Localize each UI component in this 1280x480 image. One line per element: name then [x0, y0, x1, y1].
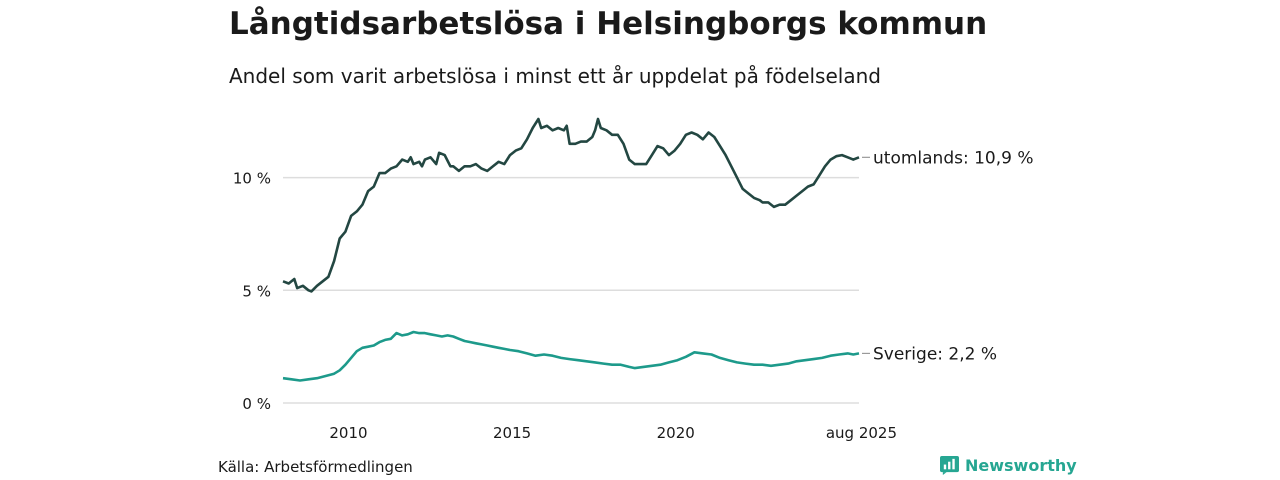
x-tick-label: 2015 — [493, 424, 531, 442]
end-label-utomlands: utomlands: 10,9 % — [873, 148, 1034, 168]
y-tick-label: 10 % — [233, 170, 271, 188]
series-line-utomlands — [282, 117, 860, 293]
x-tick-label: 2020 — [657, 424, 695, 442]
series-line-sverige — [282, 330, 860, 382]
y-tick-label: 5 % — [242, 282, 271, 300]
brand-name: Newsworthy — [965, 456, 1077, 475]
x-tick-label: 2010 — [329, 424, 367, 442]
end-label-layer: utomlands: 10,9 % Sverige: 2,2 % — [862, 148, 1034, 364]
chart-title: Långtidsarbetslösa i Helsingborgs kommun — [229, 6, 988, 42]
chart-subtitle: Andel som varit arbetslösa i minst ett å… — [229, 64, 881, 88]
source-note: Källa: Arbetsförmedlingen — [218, 458, 413, 476]
end-label-sverige: Sverige: 2,2 % — [873, 344, 997, 364]
x-tick-label: aug 2025 — [826, 424, 897, 442]
newsworthy-icon — [940, 456, 959, 475]
axis-layer: 0 % 5 % 10 % 2010 2015 2020 aug 2025 — [233, 170, 897, 442]
series-layer — [282, 117, 860, 382]
grid-layer — [283, 176, 859, 404]
brand-logo: Newsworthy — [940, 456, 1077, 475]
y-tick-label: 0 % — [242, 395, 271, 413]
